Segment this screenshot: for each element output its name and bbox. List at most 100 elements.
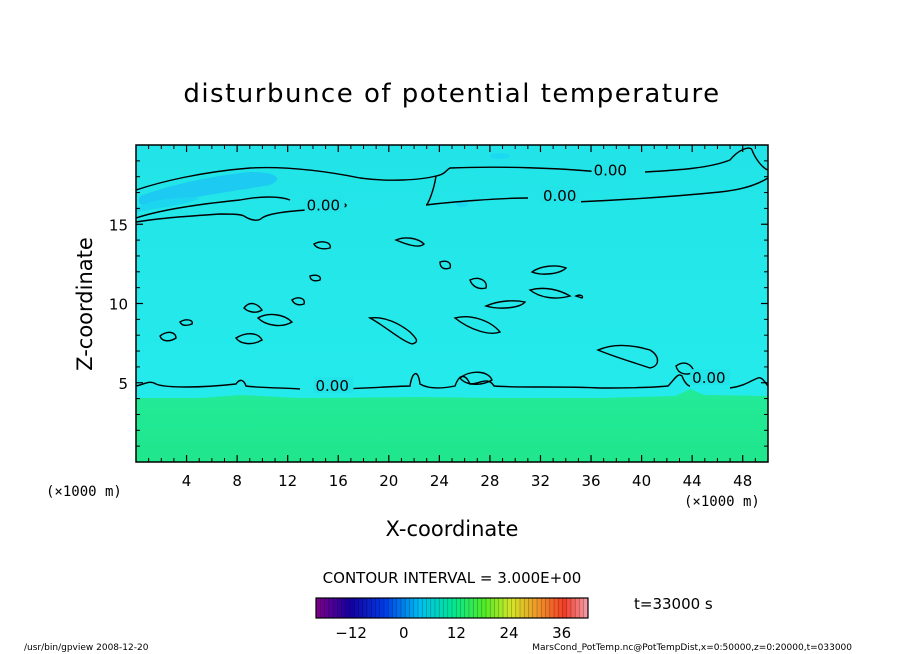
contour-blob-1 — [394, 237, 425, 247]
x-tick-label: 36 — [581, 472, 600, 490]
colorbar-cell — [583, 598, 589, 618]
colorbar — [315, 597, 589, 619]
colorbar-cell — [354, 598, 359, 618]
x-tick-label: 8 — [232, 472, 242, 490]
x-tick-label: 24 — [430, 472, 449, 490]
colorbar-cell — [392, 598, 398, 618]
colorbar-cell — [396, 598, 402, 618]
colorbar-cell — [409, 598, 415, 618]
x-tick-label: 44 — [683, 472, 702, 490]
colorbar-cell — [324, 598, 330, 618]
heatmap-field — [136, 145, 768, 462]
colorbar-cell — [562, 598, 568, 618]
contour-blob-3 — [367, 317, 418, 345]
contour-interval-text: CONTOUR INTERVAL = 3.000E+00 — [323, 569, 582, 587]
x-tick-label: 16 — [329, 472, 348, 490]
colorbar-cell — [426, 598, 432, 618]
colorbar-cell — [549, 598, 555, 618]
colorbar-cell — [447, 598, 453, 618]
contour-top-upper — [135, 147, 769, 191]
colorbar-cell — [503, 598, 508, 618]
x-unit-left: (×1000 m) — [46, 484, 122, 500]
contour-lines — [135, 147, 769, 390]
contour-blob-19 — [309, 274, 322, 282]
colorbar-cell — [537, 598, 542, 618]
colorbar-cell — [486, 598, 491, 618]
colorbar-cell — [498, 598, 504, 618]
contour-label-bg — [304, 196, 345, 213]
colorbar-cell — [511, 598, 517, 618]
x-axis: 4 8 12 16 20 24 28 32 36 40 44 48 — [148, 145, 756, 490]
colorbar-cell — [460, 598, 466, 618]
colorbar-cell — [316, 598, 321, 618]
contour-label-bg — [313, 377, 354, 394]
colorbar-tick-label: 36 — [552, 624, 571, 642]
contour-label-layer: 0.00 0.00 0.00 0.00 0.00 — [304, 161, 731, 395]
colorbar-cell — [362, 598, 368, 618]
contour-blob-9 — [596, 344, 659, 369]
colorbar-frame — [315, 597, 589, 619]
colorbar-cell — [418, 598, 423, 618]
chart-title: disturbunce of potential temperature — [183, 79, 720, 109]
contour-blob-20 — [439, 260, 452, 270]
colorbar-cell — [464, 598, 470, 618]
colorbar-cell — [554, 598, 559, 618]
contour-label-bg — [541, 186, 582, 203]
x-tick-label: 12 — [278, 472, 297, 490]
colorbar-tick-label: 0 — [399, 624, 409, 642]
colorbar-cell — [401, 598, 406, 618]
colorbar-cell — [520, 598, 525, 618]
colorbar-cell — [490, 598, 495, 618]
colorbar-cell — [337, 598, 342, 618]
x-tick-label: 20 — [379, 472, 398, 490]
footer-left: /usr/bin/gpview 2008-12-20 — [24, 643, 149, 653]
colorbar-cell — [333, 598, 338, 618]
contour-label-bg — [591, 161, 632, 178]
colorbar-cell — [579, 598, 585, 618]
colorbar-cell — [371, 598, 376, 618]
contour-blob-8 — [469, 277, 487, 290]
x-tick-label: 32 — [531, 472, 550, 490]
contour-label: 0.00 — [594, 162, 627, 180]
blue-patch-1 — [138, 172, 278, 206]
x-tick-label: 4 — [182, 472, 192, 490]
colorbar-cell — [558, 598, 563, 618]
x-tick-label: 28 — [480, 472, 499, 490]
colorbar-cell — [566, 598, 572, 618]
colorbar-cell — [405, 598, 410, 618]
colorbar-tick-label: 12 — [447, 624, 466, 642]
contour-label: 0.00 — [543, 187, 576, 205]
blue-patch-2 — [136, 197, 200, 212]
lower-field — [136, 389, 768, 462]
x-axis-label: X-coordinate — [386, 517, 519, 541]
contour-blob-6 — [528, 287, 572, 299]
contour-blob-17 — [574, 294, 584, 299]
colorbar-cell — [443, 598, 449, 618]
colorbar-cell — [358, 598, 364, 618]
colorbar-ticks: −12 0 12 24 36 — [335, 624, 571, 642]
colorbar-cell — [345, 598, 351, 618]
x-tick-label: 40 — [632, 472, 651, 490]
colorbar-cell — [384, 598, 389, 618]
colorbar-cell — [575, 598, 580, 618]
colorbar-cell — [541, 598, 546, 618]
blue-patch-4 — [456, 201, 468, 207]
contour-blob-11 — [235, 333, 263, 345]
contour-label: 0.00 — [307, 196, 340, 214]
y-tick-label: 15 — [109, 216, 128, 234]
colorbar-cell — [456, 598, 461, 618]
contour-label-bg — [690, 369, 731, 386]
time-label: t=33000 s — [634, 595, 713, 613]
blue-patch-3 — [490, 153, 510, 159]
colorbar-cell — [422, 598, 427, 618]
colorbar-cell — [473, 598, 478, 618]
colorbar-cell — [320, 598, 325, 618]
colorbar-cell — [494, 598, 500, 618]
colorbar-cell — [375, 598, 381, 618]
x-tick-label: 48 — [733, 472, 752, 490]
contour-blob-2 — [243, 302, 263, 313]
colorbar-cell — [532, 598, 538, 618]
contour-label: 0.00 — [315, 377, 348, 395]
y-tick-label: 5 — [118, 375, 128, 393]
